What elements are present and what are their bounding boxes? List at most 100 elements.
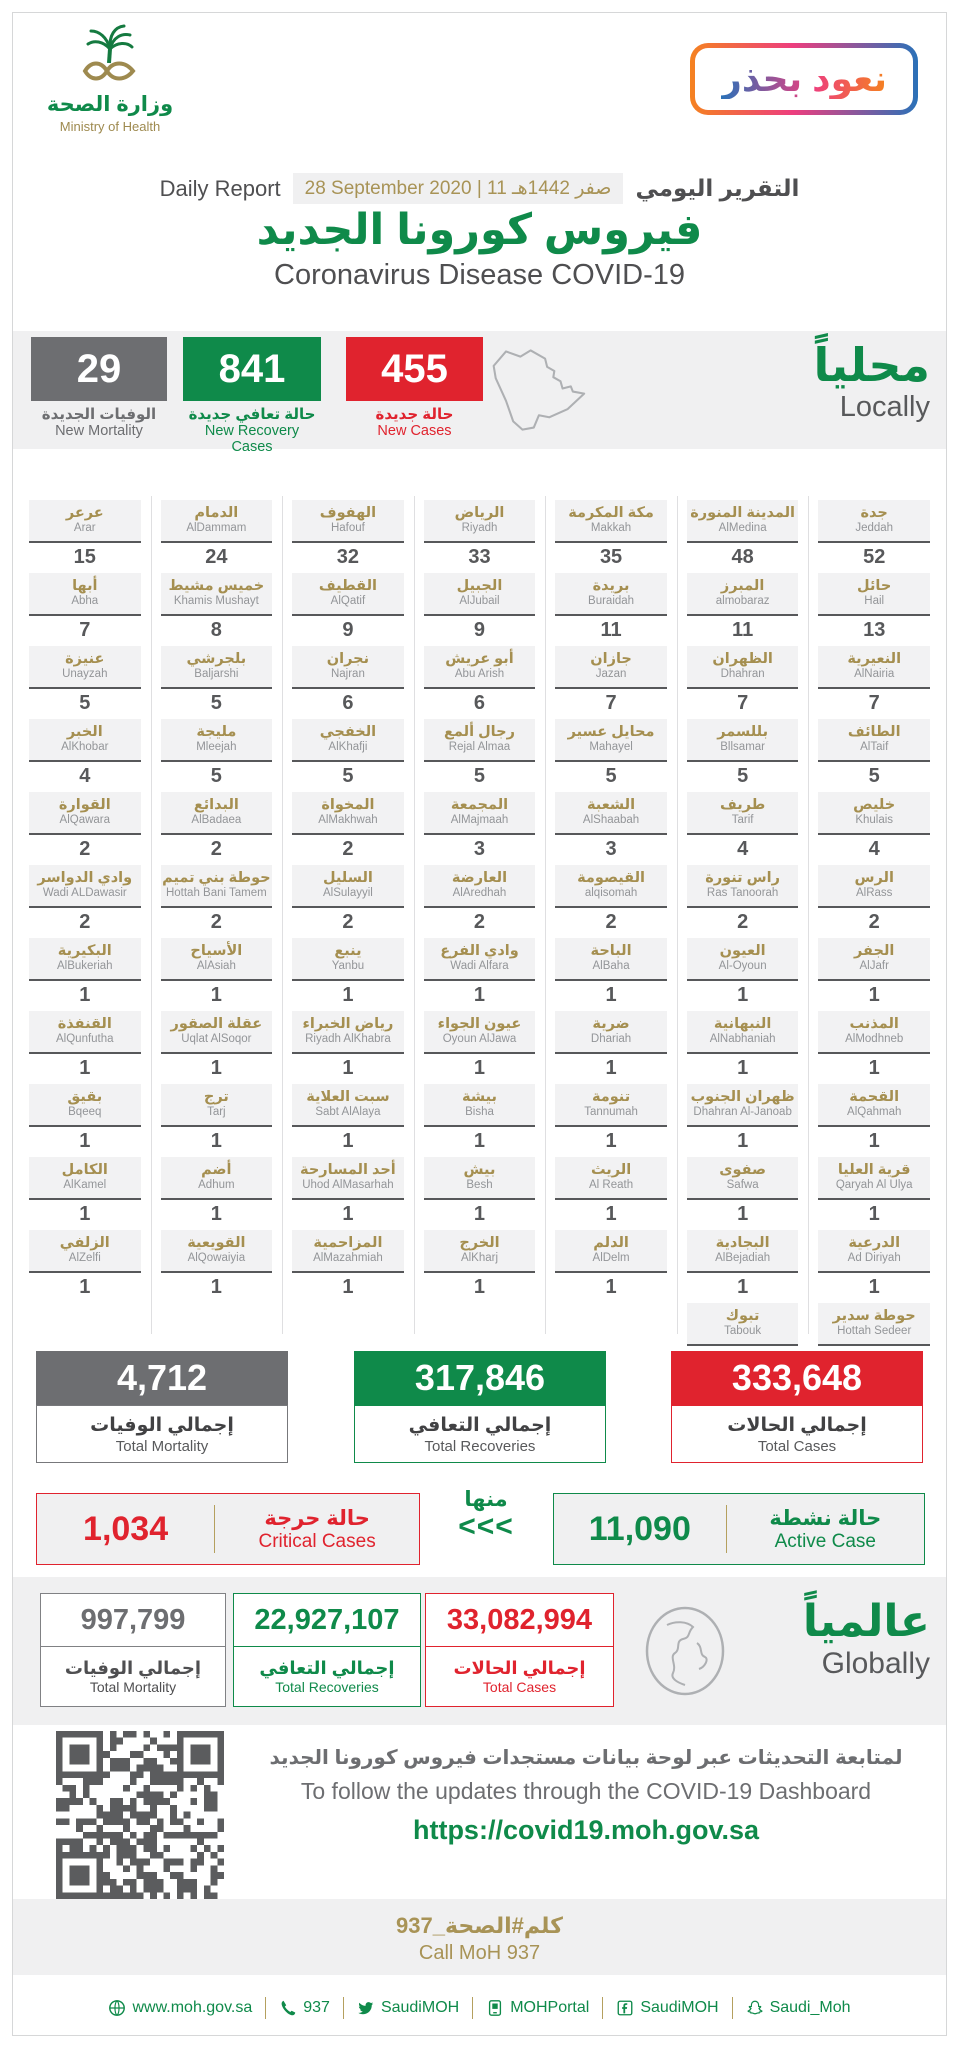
city-cell: بلجرشي Baljarshi 5	[151, 642, 283, 715]
city-name-en: Abu Arish	[454, 667, 505, 680]
footer-separator	[472, 1997, 474, 2019]
footer-link-label: 937	[303, 1999, 330, 2016]
dashboard-url-link[interactable]: https://covid19.moh.gov.sa	[412, 1815, 760, 1845]
footer-link-globe[interactable]: www.moh.gov.sa	[95, 1999, 265, 2017]
city-cell: ضرية Dhariah 1	[545, 1007, 677, 1080]
grid-column-separator	[545, 496, 547, 1334]
city-name-ar: عرعر	[65, 505, 104, 522]
city-case-count: 11	[732, 619, 754, 641]
city-name-en: AlMedina	[718, 521, 767, 534]
footer-separator	[731, 1997, 733, 2019]
city-cell: سبت العلاية Sabt AlAlaya 1	[282, 1080, 414, 1153]
city-cell: السليل AlSulayyil 2	[282, 861, 414, 934]
footer-link-snapchat[interactable]: Saudi_Moh	[733, 1999, 864, 2017]
city-name-ar: بللسمر	[717, 724, 769, 741]
footer-link-twitter[interactable]: SaudiMOH	[344, 1999, 472, 2017]
city-case-count: 1	[605, 1276, 617, 1298]
footer-link-label: SaudiMOH	[380, 1999, 460, 2016]
total-mortality-group: 4,712 إجمالي الوفيات Total Mortality	[36, 1351, 288, 1463]
city-cell: تنومة Tannumah 1	[545, 1080, 677, 1153]
city-name-en: Unayzah	[62, 667, 108, 680]
city-cell: الخبر AlKhobar 4	[19, 715, 151, 788]
city-case-count: 5	[605, 765, 617, 787]
city-name-en: AlTaif	[860, 740, 889, 753]
footer-link-phone[interactable]: 937	[266, 1999, 343, 2017]
critical-cases-value: 1,034	[83, 1509, 169, 1548]
city-name-en: Jeddah	[855, 521, 894, 534]
city-name-ar: البكيرية	[57, 943, 112, 960]
city-name-en: Wadi Alfara	[450, 959, 509, 972]
city-name-ar: الباحة	[590, 943, 632, 960]
city-cell: راس تنورة Ras Tanoorah 2	[677, 861, 809, 934]
city-cell: الباحة AlBaha 1	[545, 934, 677, 1007]
city-name-en: AlModhneb	[845, 1032, 904, 1045]
app-icon	[486, 1999, 504, 2017]
footer-separator	[602, 1997, 604, 2019]
city-case-count: 1	[868, 1276, 880, 1298]
city-name-ar: الريث	[590, 1162, 632, 1179]
city-cell: القطيف AlQatif 9	[282, 569, 414, 642]
city-cell: تبوكTabouk1	[677, 1299, 809, 1372]
divider	[214, 1505, 216, 1553]
call-moh-en: Call MoH 937	[418, 1942, 541, 1964]
active-cases-box: 11,090 حالة نشطة Active Case	[553, 1493, 925, 1565]
city-cell: الأسياح AlAsiah 1	[151, 934, 283, 1007]
city-cell: خميس مشيط Khamis Mushayt 8	[151, 569, 283, 642]
city-name-en: AlKhobar	[61, 740, 109, 753]
total-recoveries-group: 317,846 إجمالي التعافي Total Recoveries	[354, 1351, 606, 1463]
city-cell: طريف Tarif 4	[677, 788, 809, 861]
city-name-ar: الدمام	[194, 505, 239, 522]
city-name-ar: الخفجي	[319, 724, 377, 741]
footer-link-app[interactable]: MOHPortal	[473, 1999, 602, 2017]
city-case-count: 48	[731, 546, 754, 568]
city-name-en: Khamis Mushayt	[173, 594, 259, 607]
city-name-en: Khulais	[855, 813, 894, 826]
globe-icon	[108, 1999, 126, 2017]
city-cell: مليجة Mleejah 5	[151, 715, 283, 788]
saudi-map-icon	[485, 335, 599, 448]
city-case-count: 8	[210, 619, 222, 641]
city-name-ar: رجال ألمع	[444, 724, 515, 741]
city-name-en: AlShaabah	[582, 813, 640, 826]
city-cell: مكة المكرمة Makkah 35	[545, 496, 677, 569]
city-cell: النبهانية AlNabhaniah 1	[677, 1007, 809, 1080]
active-cases-label-ar: حالة نشطة	[769, 1506, 882, 1530]
active-cases-label-en: Active Case	[774, 1530, 876, 1552]
city-cell: الزلفي AlZelfi 1	[19, 1226, 151, 1299]
total-recoveries-value: 317,846	[354, 1351, 606, 1405]
total-recoveries-label-en: Total Recoveries	[424, 1437, 536, 1455]
city-case-count: 9	[473, 619, 486, 641]
footer-link-facebook[interactable]: SaudiMOH	[603, 1999, 731, 2017]
city-name-ar: النبهانية	[713, 1016, 772, 1033]
global-mortality-label-ar: إجمالي الوفيات	[64, 1657, 202, 1678]
city-cell: ظهران الجنوب Dhahran Al-Janoab 1	[677, 1080, 809, 1153]
city-cell: نجران Najran 6	[282, 642, 414, 715]
city-case-count: 1	[79, 1057, 91, 1079]
city-name-en: AlKamel	[63, 1178, 107, 1191]
city-name-ar: عقلة الصقور	[170, 1016, 263, 1033]
of-which-label: منها	[464, 1488, 508, 1511]
city-case-count: 1	[342, 984, 354, 1006]
city-case-count: 1	[473, 1057, 486, 1079]
city-cell: عرعر Arar 15	[19, 496, 151, 569]
city-cell: جدة Jeddah 52	[808, 496, 940, 569]
city-case-count: 4	[868, 838, 880, 860]
global-mortality-value: 997,799	[41, 1594, 225, 1647]
city-name-ar: عنيزة	[65, 651, 105, 668]
city-case-count: 1	[737, 984, 749, 1006]
city-name-en: Jazan	[595, 667, 627, 680]
city-name-ar: القوارة	[58, 797, 111, 814]
report-card: وزارة الصحة Ministry of Health نعود بحذر…	[12, 12, 947, 2036]
of-which-indicator: منها <<<	[426, 1487, 546, 1542]
footer-separator	[265, 1997, 267, 2019]
city-name-en: Hail	[864, 594, 885, 607]
city-name-en: Ras Tanoorah	[706, 886, 779, 899]
city-name-ar: أضم	[201, 1162, 232, 1179]
city-name-ar: بريدة	[592, 578, 630, 595]
city-case-count: 2	[342, 911, 354, 933]
city-case-count: 5	[473, 765, 486, 787]
city-name-en: AlQahmah	[847, 1105, 902, 1118]
city-name-en: Al Reath	[589, 1178, 634, 1191]
city-case-count: 1	[342, 1203, 354, 1225]
city-name-en: Mahayel	[589, 740, 633, 753]
